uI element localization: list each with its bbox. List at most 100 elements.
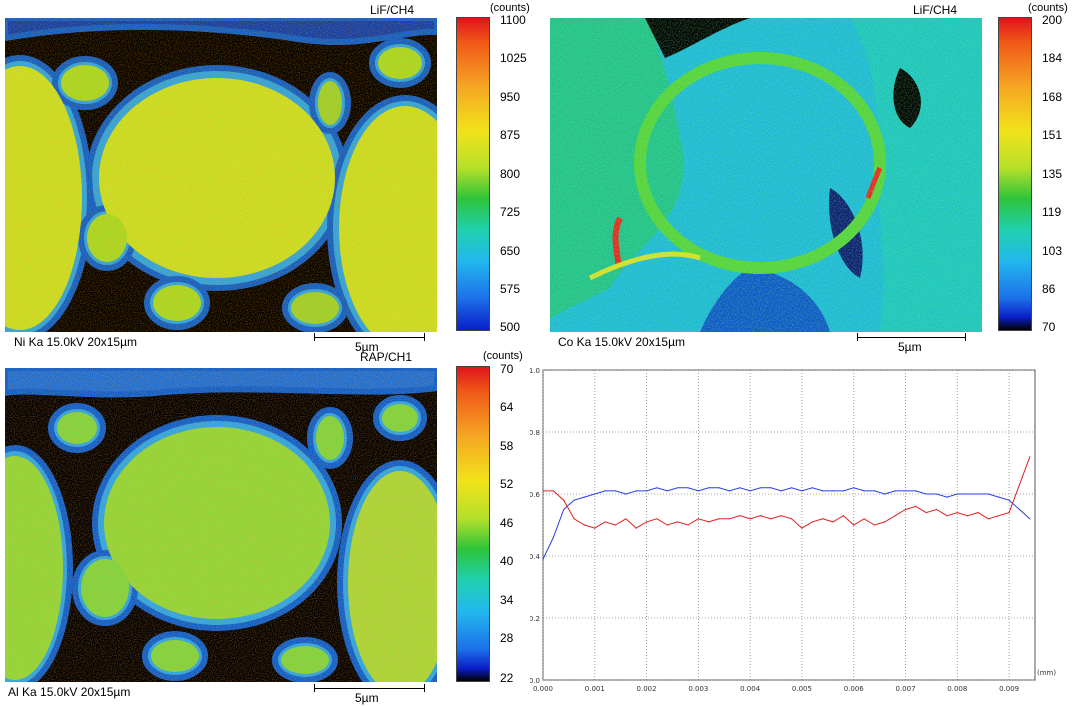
series-red-point-16 xyxy=(708,521,710,523)
co-scale-label: 5µm xyxy=(898,340,922,354)
series-red-point-13 xyxy=(677,521,679,523)
al-units-label: (counts) xyxy=(483,350,523,362)
series-blue-point-40 xyxy=(956,493,958,495)
ni-tick-2: 950 xyxy=(500,90,521,104)
al-tick-5: 40 xyxy=(500,554,514,568)
x-tick-label-1: 0.001 xyxy=(585,685,605,693)
series-red-point-23 xyxy=(780,515,782,517)
ni-scale-label: 5µm xyxy=(355,340,379,354)
x-tick-label-7: 0.007 xyxy=(896,685,916,693)
series-blue-point-15 xyxy=(697,490,699,492)
al-tick-2: 58 xyxy=(500,439,514,453)
co-tick-0: 200 xyxy=(1042,13,1063,27)
co-scale-bar-left-cap xyxy=(857,333,858,341)
co-tick-6: 103 xyxy=(1042,244,1063,258)
series-red-point-41 xyxy=(967,515,969,517)
series-red-point-10 xyxy=(645,521,648,523)
series-red-point-38 xyxy=(936,508,938,511)
series-red-point-29 xyxy=(842,515,844,517)
series-red-point-27 xyxy=(822,518,824,520)
al-tick-1: 64 xyxy=(500,400,514,414)
ni-ka-map-image xyxy=(5,18,437,332)
series-blue-point-18 xyxy=(728,490,731,492)
al-tick-8: 22 xyxy=(500,671,514,685)
series-red-point-19 xyxy=(739,515,741,517)
series-red-point-31 xyxy=(863,518,865,520)
series-blue-point-20 xyxy=(749,490,751,492)
co-units-label: (counts) xyxy=(1028,2,1068,14)
series-red-point-28 xyxy=(832,521,834,523)
al-crystal-label: RAP/CH1 xyxy=(360,350,413,364)
series-blue-point-35 xyxy=(904,490,907,492)
series-blue-point-28 xyxy=(832,490,834,492)
line-profile-chart: 0.0 0.2 0.4 0.6 0.8 1.0 0.000 0.001 0.002 0.003 0.… xyxy=(530,367,1056,693)
series-red-point-25 xyxy=(801,527,803,529)
series-blue-point-33 xyxy=(884,493,886,495)
co-tick-8: 70 xyxy=(1042,320,1056,334)
series-red-point-40 xyxy=(956,512,958,514)
series-red-point-12 xyxy=(666,524,668,526)
al-scale-label: 5µm xyxy=(355,691,379,705)
series-blue-point-1 xyxy=(552,536,554,538)
ni-tick-0: 1100 xyxy=(500,13,526,27)
co-color-scale xyxy=(998,17,1032,331)
series-red-point-4 xyxy=(583,524,586,526)
series-blue-point-8 xyxy=(625,493,627,495)
series-blue-point-17 xyxy=(718,487,720,489)
ni-caption: Ni Ka 15.0kV 20x15µm xyxy=(14,335,137,349)
co-ka-map xyxy=(550,18,982,332)
series-blue-point-16 xyxy=(708,487,710,489)
x-tick-label-5: 0.005 xyxy=(792,685,812,693)
series-red-point-47 xyxy=(1029,456,1031,458)
x-tick-label-0: 0.000 xyxy=(533,685,553,693)
plot-frame xyxy=(542,369,1036,681)
series-blue-point-30 xyxy=(853,487,855,489)
x-tick-label-6: 0.006 xyxy=(844,685,865,693)
ni-tick-6: 650 xyxy=(500,244,521,258)
series-red-point-0 xyxy=(542,490,544,492)
series-blue-point-25 xyxy=(801,490,803,492)
series-blue-point-43 xyxy=(987,493,989,495)
series-blue-point-29 xyxy=(842,490,844,492)
co-tick-1: 184 xyxy=(1042,51,1063,65)
series-blue-point-27 xyxy=(822,490,824,492)
al-tick-6: 34 xyxy=(500,593,514,607)
series-blue-point-44 xyxy=(998,496,1000,498)
ni-scale-bar-right-cap xyxy=(424,333,425,341)
series-red-point-8 xyxy=(625,518,627,520)
series-red-point-33 xyxy=(884,521,886,523)
series-blue-point-42 xyxy=(977,493,979,495)
y-tick-label-1: 0.2 xyxy=(530,615,540,623)
series-red-point-3 xyxy=(573,518,575,520)
series-red-point-9 xyxy=(635,527,637,529)
ni-scale-bar-left-cap xyxy=(314,333,315,341)
series-red-point-22 xyxy=(770,518,772,520)
series-red-point-37 xyxy=(925,512,927,514)
al-scale-bar-left-cap xyxy=(314,684,315,692)
series-blue-point-46 xyxy=(1018,508,1021,511)
al-tick-7: 28 xyxy=(500,631,514,645)
series-red-point-21 xyxy=(759,515,762,517)
series-blue-point-32 xyxy=(873,490,876,492)
series-red-point-2 xyxy=(563,499,565,501)
co-scale-bar xyxy=(857,337,965,338)
co-scale-bar-right-cap xyxy=(965,333,966,341)
al-ka-map xyxy=(5,368,437,682)
series-red-point-6 xyxy=(604,521,606,523)
series-red-point-39 xyxy=(946,515,948,517)
y-tick-label-4: 0.8 xyxy=(530,429,540,437)
series-red-point-32 xyxy=(873,524,876,526)
series-line-red xyxy=(543,456,1031,529)
co-ka-map-image xyxy=(550,18,982,332)
series-blue-point-4 xyxy=(583,496,586,498)
series-red-point-42 xyxy=(977,512,979,514)
series-blue-point-0 xyxy=(542,558,544,560)
ni-tick-1: 1025 xyxy=(500,51,527,65)
al-caption: Al Ka 15.0kV 20x15µm xyxy=(8,685,131,699)
series-blue-point-37 xyxy=(925,493,927,495)
series-blue-point-39 xyxy=(946,496,948,498)
ni-ka-map xyxy=(5,18,437,332)
series-line-blue xyxy=(542,487,1031,560)
al-tick-4: 46 xyxy=(500,516,514,530)
series-blue-point-13 xyxy=(677,487,679,489)
